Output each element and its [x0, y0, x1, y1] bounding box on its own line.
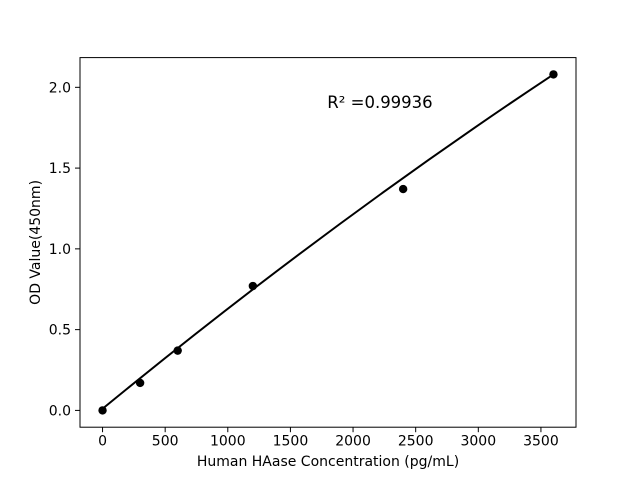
data-point-1200 — [248, 281, 258, 291]
fit-line — [101, 73, 555, 410]
data-point-0 — [98, 406, 107, 415]
x-tick-label-2000: 2000 — [335, 434, 371, 450]
x-axis-label: Human HAase Concentration (pg/mL) — [197, 454, 459, 470]
plot-frame — [79, 57, 577, 428]
data-point-3600 — [549, 70, 558, 79]
data-point-600 — [173, 346, 182, 355]
y-tick-label-0: 0.0 — [49, 403, 71, 419]
x-tick-label-500: 500 — [152, 434, 179, 450]
plot-content: 0 500 1000 1500 2000 2500 3000 3500 0.0 0.5 1.0 1.5… — [49, 70, 559, 450]
y-tick-label-1.5: 1.5 — [49, 161, 71, 177]
x-tick-label-0: 0 — [98, 434, 107, 450]
data-point-300 — [135, 378, 145, 388]
x-tick-label-3000: 3000 — [460, 434, 496, 450]
y-axis-label: OD Value(450nm) — [28, 180, 44, 305]
x-tick-label-1000: 1000 — [210, 434, 246, 450]
r-squared-annotation: R² =0.99936 — [327, 93, 432, 112]
y-tick-label-1: 1.0 — [49, 242, 71, 258]
y-tick-label-0.5: 0.5 — [49, 323, 71, 339]
y-tick-label-2: 2.0 — [49, 80, 71, 96]
x-tick-label-3500: 3500 — [523, 434, 559, 450]
x-tick-label-1500: 1500 — [273, 434, 309, 450]
data-point-2400 — [398, 184, 408, 194]
x-tick-label-2500: 2500 — [398, 434, 434, 450]
